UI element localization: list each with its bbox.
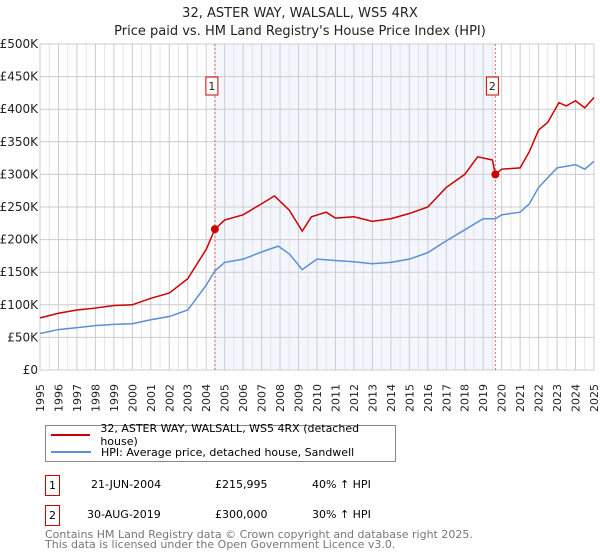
sale-hpi: 40% ↑ HPI (312, 478, 371, 491)
legend-label: HPI: Average price, detached house, Sand… (101, 445, 355, 459)
sale-row: 1 21-JUN-2004 £215,995 40% ↑ HPI (45, 475, 495, 496)
y-tick-label: £150K (0, 265, 39, 279)
hpi-line (39, 160, 595, 335)
sale-point (491, 170, 500, 179)
legend-item-property: 32, ASTER WAY, WALSALL, WS5 4RX (detache… (46, 422, 395, 448)
y-tick-label: £0 (23, 363, 38, 377)
x-tick-label: 2000 (126, 384, 139, 412)
x-tick-label: 2005 (219, 384, 232, 412)
annotation-box (205, 76, 219, 96)
x-tick-label: 2006 (237, 384, 250, 412)
x-tick-label: 2015 (403, 384, 416, 412)
sale-price: £300,000 (215, 508, 268, 521)
chart-title: 32, ASTER WAY, WALSALL, WS5 4RX (182, 6, 418, 21)
x-tick-label: 1995 (34, 384, 47, 412)
property-price-line (39, 96, 595, 319)
y-tick-label: £50K (7, 330, 39, 344)
x-tick-label: 2009 (293, 384, 306, 412)
x-tick-label: 2024 (570, 384, 583, 412)
x-tick-label: 2004 (200, 384, 213, 412)
x-tick-label: 2011 (329, 384, 342, 412)
sale-row: 2 30-AUG-2019 £300,000 30% ↑ HPI (45, 505, 495, 526)
x-tick-label: 2023 (551, 384, 564, 412)
x-tick-label: 2020 (496, 384, 509, 412)
sale-date: 30-AUG-2019 (87, 508, 161, 521)
sale-date: 21-JUN-2004 (91, 478, 162, 491)
legend-label: 32, ASTER WAY, WALSALL, WS5 4RX (detache… (100, 422, 360, 448)
sale-marker-box: 1 (45, 475, 60, 496)
y-tick-label: £400K (0, 102, 39, 116)
legend-item-hpi: HPI: Average price, detached house, Sand… (46, 444, 354, 460)
footer-line: Contains HM Land Registry data © Crown c… (45, 528, 473, 541)
x-tick-label: 2002 (163, 384, 176, 412)
y-tick-label: £250K (0, 200, 39, 214)
x-tick-label: 2019 (477, 384, 490, 412)
y-tick-label: £350K (0, 135, 39, 149)
x-tick-label: 1997 (71, 384, 84, 412)
y-tick-label: £200K (0, 233, 39, 247)
x-tick-label: 2014 (385, 384, 398, 412)
x-tick-label: 1999 (108, 384, 121, 412)
sale-price: £215,995 (215, 478, 268, 491)
x-tick-label: 2016 (422, 384, 435, 412)
sale-point (210, 225, 219, 234)
annotation-box (485, 76, 499, 96)
x-tick-label: 2025 (588, 384, 600, 412)
annotation-label: 1 (208, 80, 215, 93)
x-tick-label: 2008 (274, 384, 287, 412)
y-tick-label: £500K (0, 37, 39, 51)
x-tick-label: 2010 (311, 384, 324, 412)
x-tick-label: 2007 (256, 384, 269, 412)
sale-marker-box: 2 (45, 505, 60, 526)
x-tick-label: 2022 (533, 384, 546, 412)
x-tick-label: 2017 (440, 384, 453, 412)
chart-subtitle: Price paid vs. HM Land Registry's House … (114, 24, 486, 39)
annotation-label: 2 (489, 80, 496, 93)
x-tick-label: 2003 (182, 384, 195, 412)
x-tick-label: 1996 (52, 384, 65, 412)
footer-line: This data is licensed under the Open Gov… (45, 538, 396, 551)
x-tick-label: 2001 (145, 384, 158, 412)
price-chart: 1995 1996 1997 1998 1999 2000 2001 2002 2003 2004… (0, 37, 600, 412)
x-tick-label: 1998 (89, 384, 102, 412)
y-tick-label: £450K (0, 70, 39, 84)
x-tick-label: 2013 (366, 384, 379, 412)
y-tick-label: £300K (0, 167, 39, 181)
y-tick-label: £100K (0, 298, 39, 312)
legend: 32, ASTER WAY, WALSALL, WS5 4RX (detache… (45, 422, 396, 462)
footer: Contains HM Land Registry data © Crown c… (45, 528, 473, 551)
x-tick-label: 2012 (348, 384, 361, 412)
x-tick-label: 2021 (514, 384, 527, 412)
legend-swatch-red (51, 434, 91, 436)
legend-swatch-blue (51, 451, 91, 453)
sale-hpi: 30% ↑ HPI (312, 508, 371, 521)
x-tick-label: 2018 (459, 384, 472, 412)
